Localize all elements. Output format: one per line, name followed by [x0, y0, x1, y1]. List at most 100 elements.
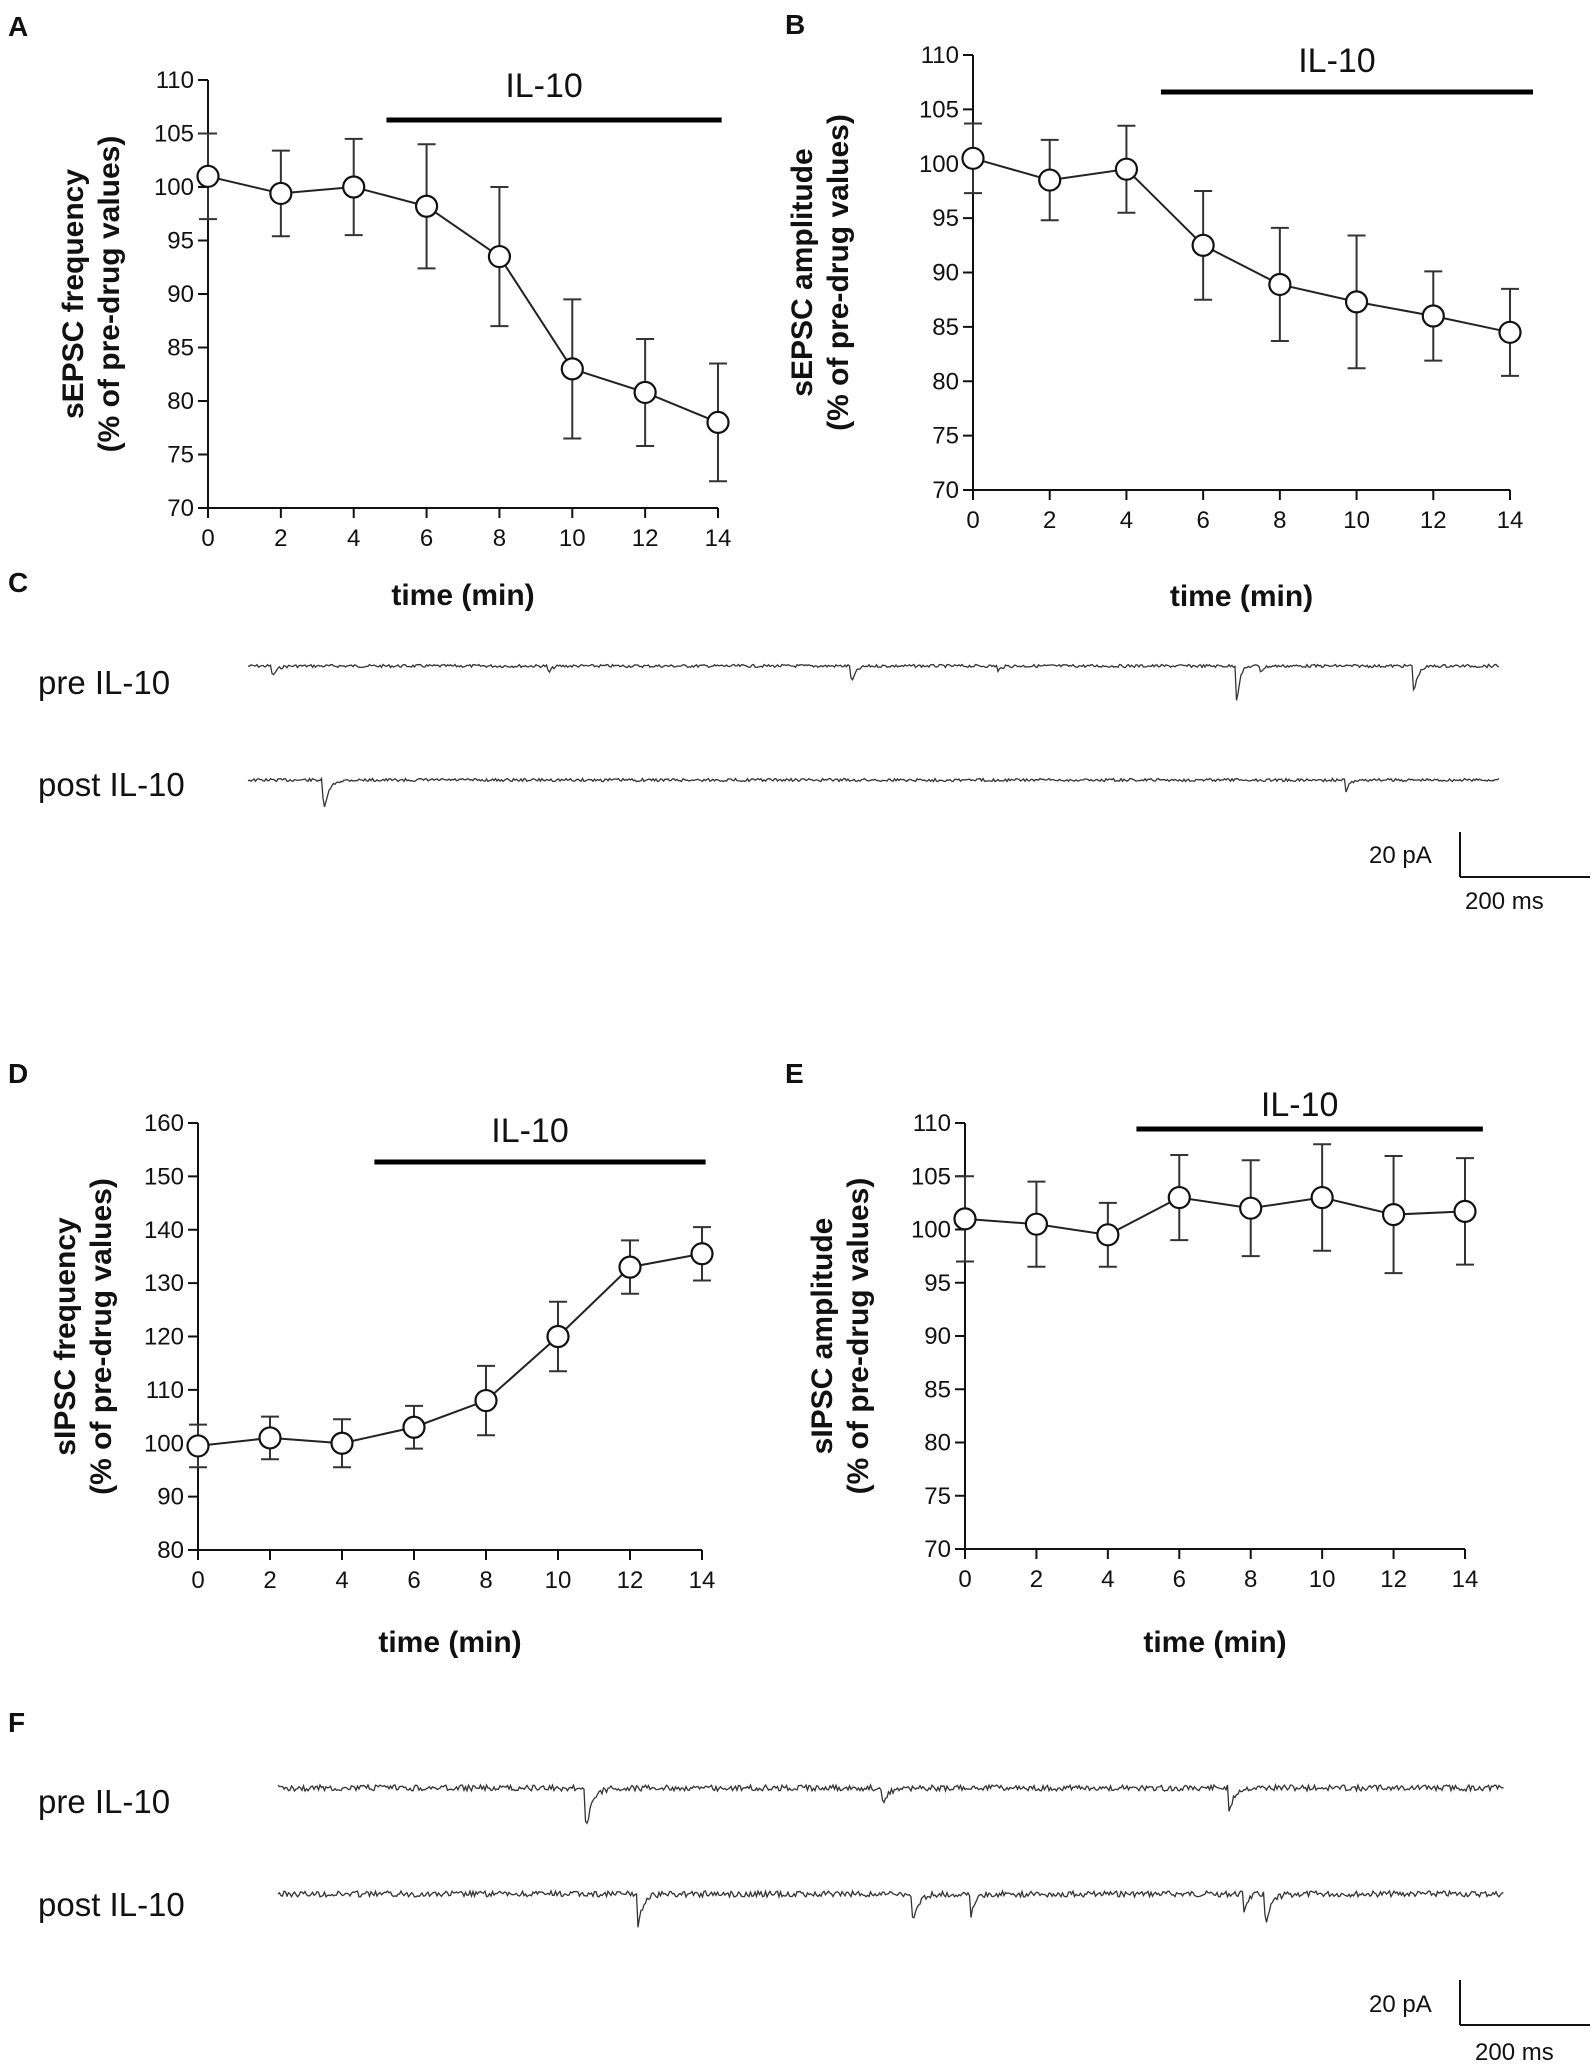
x-tick-label: 0 [966, 507, 979, 534]
x-tick-label: 14 [1497, 507, 1524, 534]
y-tick-label: 130 [144, 1270, 184, 1297]
x-tick-label: 2 [1030, 1566, 1043, 1593]
x-tick-label: 12 [1420, 507, 1447, 534]
y-tick-label: 80 [167, 388, 194, 415]
data-point [402, 1415, 426, 1439]
scale-bar: 20 pA 200 ms [1369, 832, 1590, 915]
pre-il10-current-trace [247, 663, 1500, 701]
post-trace-label: post IL-10 [38, 1886, 185, 1923]
y-axis-title-line1: sIPSC frequency [49, 1217, 82, 1456]
y-tick-label: 100 [144, 1430, 184, 1457]
data-point [258, 1426, 282, 1450]
data-point [1268, 272, 1292, 297]
x-tick-label: 6 [1173, 1566, 1186, 1593]
x-tick-label: 0 [201, 525, 214, 552]
panel-letter-f: F [8, 1707, 25, 1738]
series-line [197, 1252, 703, 1447]
scale-bar: 20 pA 200 ms [1369, 1980, 1590, 2066]
y-tick-label: 90 [157, 1484, 184, 1511]
x-axis-title: time (min) [1143, 1626, 1286, 1659]
data-point [269, 181, 293, 206]
data-point [1114, 157, 1139, 181]
series-line [964, 1196, 1466, 1236]
pre-trace-label: pre IL-10 [38, 664, 170, 701]
data-point [1096, 1223, 1120, 1247]
panel-letter-d: D [8, 1058, 28, 1089]
data-point [1038, 168, 1062, 192]
y-tick-label: 90 [932, 260, 959, 287]
y-tick-label: 105 [911, 1163, 951, 1190]
x-tick-label: 12 [617, 1567, 644, 1594]
y-tick-label: 80 [157, 1537, 184, 1564]
drug-label: IL-10 [505, 67, 583, 105]
y-tick-label: 160 [144, 1110, 184, 1137]
post-il10-current-trace [277, 1888, 1504, 1928]
x-tick-label: 6 [420, 525, 433, 552]
y-axis-title-line1: sEPSC frequency [57, 169, 90, 419]
x-tick-label: 4 [1101, 1566, 1114, 1593]
data-point [1024, 1212, 1049, 1236]
data-point [342, 175, 366, 199]
data-point [1310, 1185, 1334, 1210]
x-tick-label: 10 [545, 1567, 572, 1594]
scale-bar-current-label: 20 pA [1369, 1991, 1432, 2018]
y-tick-label: 85 [924, 1376, 951, 1403]
panel-f-traces: pre IL-10 post IL-10 20 pA 200 ms [38, 1782, 1590, 2066]
drug-label: IL-10 [1261, 1086, 1339, 1124]
data-point [1381, 1202, 1406, 1227]
y-axis-title-line2: (% of pre-drug values) [93, 136, 126, 453]
data-point [1453, 1199, 1477, 1223]
data-point [186, 1434, 210, 1458]
x-tick-label: 8 [1273, 507, 1286, 534]
y-tick-label: 85 [167, 335, 194, 362]
y-tick-label: 90 [924, 1323, 951, 1350]
data-point [330, 1431, 354, 1455]
x-tick-label: 4 [347, 525, 360, 552]
y-axis-title-line2: (% of pre-drug values) [85, 1178, 118, 1495]
y-tick-label: 85 [932, 314, 959, 341]
x-tick-label: 10 [1309, 1566, 1336, 1593]
panel-letter-b: B [785, 9, 805, 40]
y-axis-title-line2: (% of pre-drug values) [822, 114, 855, 431]
chart-a-sepsc-frequency: 70 75 80 85 90 95 100 105 110 0 2 4 6 8 10 12 14 time (mi… [57, 67, 731, 612]
y-tick-label: 110 [156, 67, 194, 94]
y-tick-label: 105 [919, 96, 959, 123]
y-tick-label: 110 [146, 1377, 184, 1404]
x-tick-label: 2 [274, 525, 287, 552]
data-point [1421, 304, 1445, 328]
drug-label: IL-10 [491, 1112, 569, 1150]
scale-bar-current-label: 20 pA [1369, 842, 1432, 869]
y-tick-label: 120 [144, 1324, 184, 1351]
x-tick-label: 12 [632, 525, 659, 552]
y-tick-label: 70 [924, 1536, 951, 1563]
x-tick-label: 14 [705, 525, 732, 552]
y-tick-label: 110 [921, 42, 959, 69]
x-tick-label: 14 [689, 1567, 716, 1594]
series-line [207, 175, 719, 424]
data-point [706, 410, 730, 434]
x-tick-label: 14 [1452, 1566, 1479, 1593]
x-tick-label: 10 [1343, 507, 1370, 534]
data-point [1498, 320, 1522, 344]
x-tick-label: 4 [1120, 507, 1133, 534]
y-tick-label: 70 [932, 477, 959, 504]
y-tick-label: 75 [932, 423, 959, 450]
x-tick-label: 2 [1043, 507, 1056, 534]
data-point [414, 194, 439, 218]
chart-d-sipsc-frequency: 80 90 100 110 120 130 140 150 160 0 2 4 6 8 10 12 14 time… [49, 1110, 715, 1659]
y-tick-label: 80 [932, 368, 959, 395]
post-trace-label: post IL-10 [38, 766, 185, 803]
data-point [487, 244, 512, 269]
data-point [618, 1255, 642, 1279]
y-tick-label: 140 [144, 1217, 184, 1244]
data-point [1344, 290, 1369, 314]
data-point [196, 164, 220, 188]
x-tick-label: 10 [559, 525, 586, 552]
x-tick-label: 0 [958, 1566, 971, 1593]
y-axis-title-line2: (% of pre-drug values) [842, 1178, 875, 1495]
y-tick-label: 75 [924, 1483, 951, 1510]
pre-trace-label: pre IL-10 [38, 1783, 170, 1820]
y-tick-label: 150 [144, 1163, 184, 1190]
post-il10-current-trace [247, 776, 1500, 808]
x-tick-label: 0 [191, 1567, 204, 1594]
